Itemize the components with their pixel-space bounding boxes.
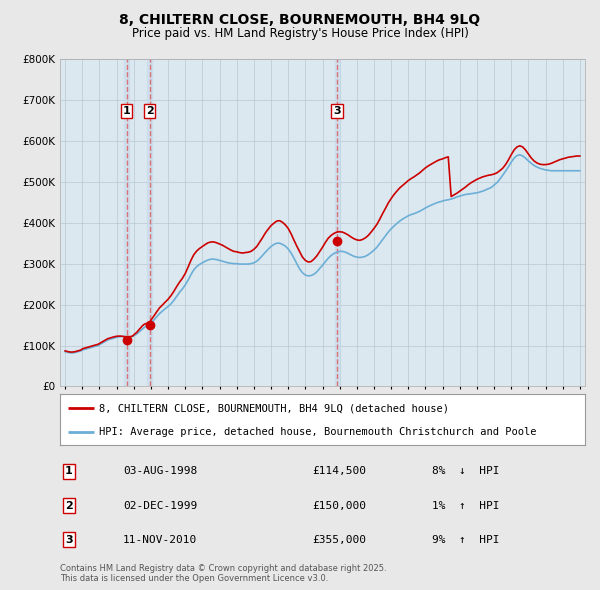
Text: 3: 3 — [65, 535, 73, 545]
Text: 2: 2 — [146, 106, 154, 116]
Text: 9%  ↑  HPI: 9% ↑ HPI — [432, 535, 499, 545]
Text: 8%  ↓  HPI: 8% ↓ HPI — [432, 467, 499, 476]
Text: Contains HM Land Registry data © Crown copyright and database right 2025.
This d: Contains HM Land Registry data © Crown c… — [60, 563, 386, 583]
Text: 1%  ↑  HPI: 1% ↑ HPI — [432, 501, 499, 510]
Text: 8, CHILTERN CLOSE, BOURNEMOUTH, BH4 9LQ: 8, CHILTERN CLOSE, BOURNEMOUTH, BH4 9LQ — [119, 13, 481, 27]
Text: 1: 1 — [122, 106, 130, 116]
Bar — [124, 59, 129, 386]
Text: £355,000: £355,000 — [312, 535, 366, 545]
Text: 8, CHILTERN CLOSE, BOURNEMOUTH, BH4 9LQ (detached house): 8, CHILTERN CLOSE, BOURNEMOUTH, BH4 9LQ … — [100, 403, 449, 413]
Text: Price paid vs. HM Land Registry's House Price Index (HPI): Price paid vs. HM Land Registry's House … — [131, 27, 469, 40]
Text: £114,500: £114,500 — [312, 467, 366, 476]
Text: 11-NOV-2010: 11-NOV-2010 — [123, 535, 197, 545]
Bar — [147, 59, 152, 386]
Text: 3: 3 — [334, 106, 341, 116]
Text: 1: 1 — [65, 467, 73, 476]
Text: £150,000: £150,000 — [312, 501, 366, 510]
Text: HPI: Average price, detached house, Bournemouth Christchurch and Poole: HPI: Average price, detached house, Bour… — [100, 428, 537, 437]
Bar — [335, 59, 340, 386]
Text: 2: 2 — [65, 501, 73, 510]
Text: 02-DEC-1999: 02-DEC-1999 — [123, 501, 197, 510]
Text: 03-AUG-1998: 03-AUG-1998 — [123, 467, 197, 476]
